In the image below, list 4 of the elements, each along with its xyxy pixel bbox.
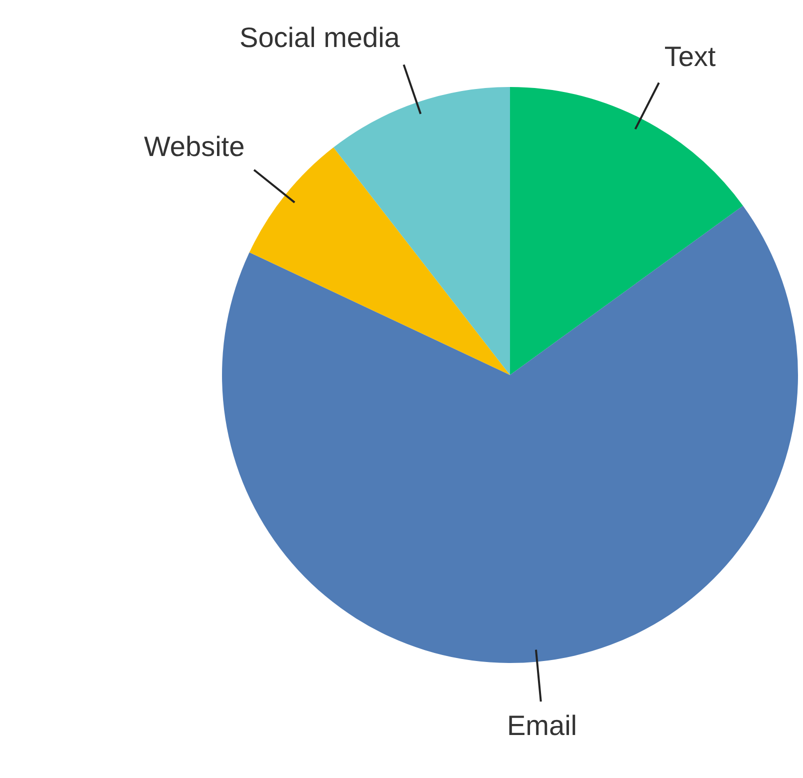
slice-label: Website (144, 131, 245, 162)
slice-label: Social media (240, 22, 400, 54)
slice-label: Email (506, 710, 578, 742)
slice-label: Text (664, 40, 716, 72)
